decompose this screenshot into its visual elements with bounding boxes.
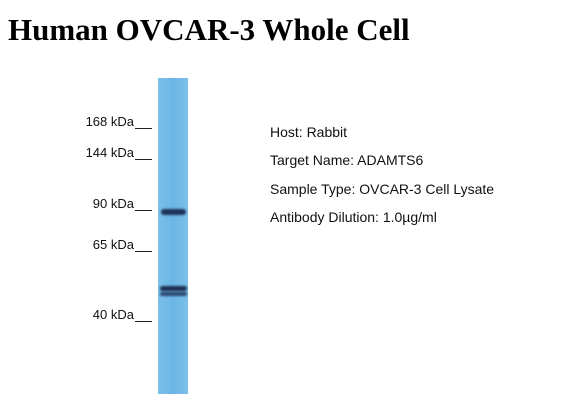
marker-tick [135,128,152,129]
info-line: Target Name: ADAMTS6 [270,152,424,168]
marker-tick [135,321,152,322]
marker-label: 40 kDa [92,307,134,322]
marker-tick [135,210,152,211]
band [161,209,186,215]
marker-label: 144 kDa [85,145,134,160]
title: Human OVCAR-3 Whole Cell [8,12,410,47]
marker-label: 168 kDa [85,114,134,129]
info-line: Sample Type: OVCAR-3 Cell Lysate [270,181,495,197]
band [160,286,187,291]
band [160,292,187,296]
marker-label: 90 kDa [92,196,134,211]
marker-label: 65 kDa [92,237,134,252]
lane [158,78,188,394]
info-line: Antibody Dilution: 1.0µg/ml [270,209,437,225]
info-line: Host: Rabbit [270,124,348,140]
marker-tick [135,251,152,252]
bands [160,209,187,296]
marker-tick [135,159,152,160]
